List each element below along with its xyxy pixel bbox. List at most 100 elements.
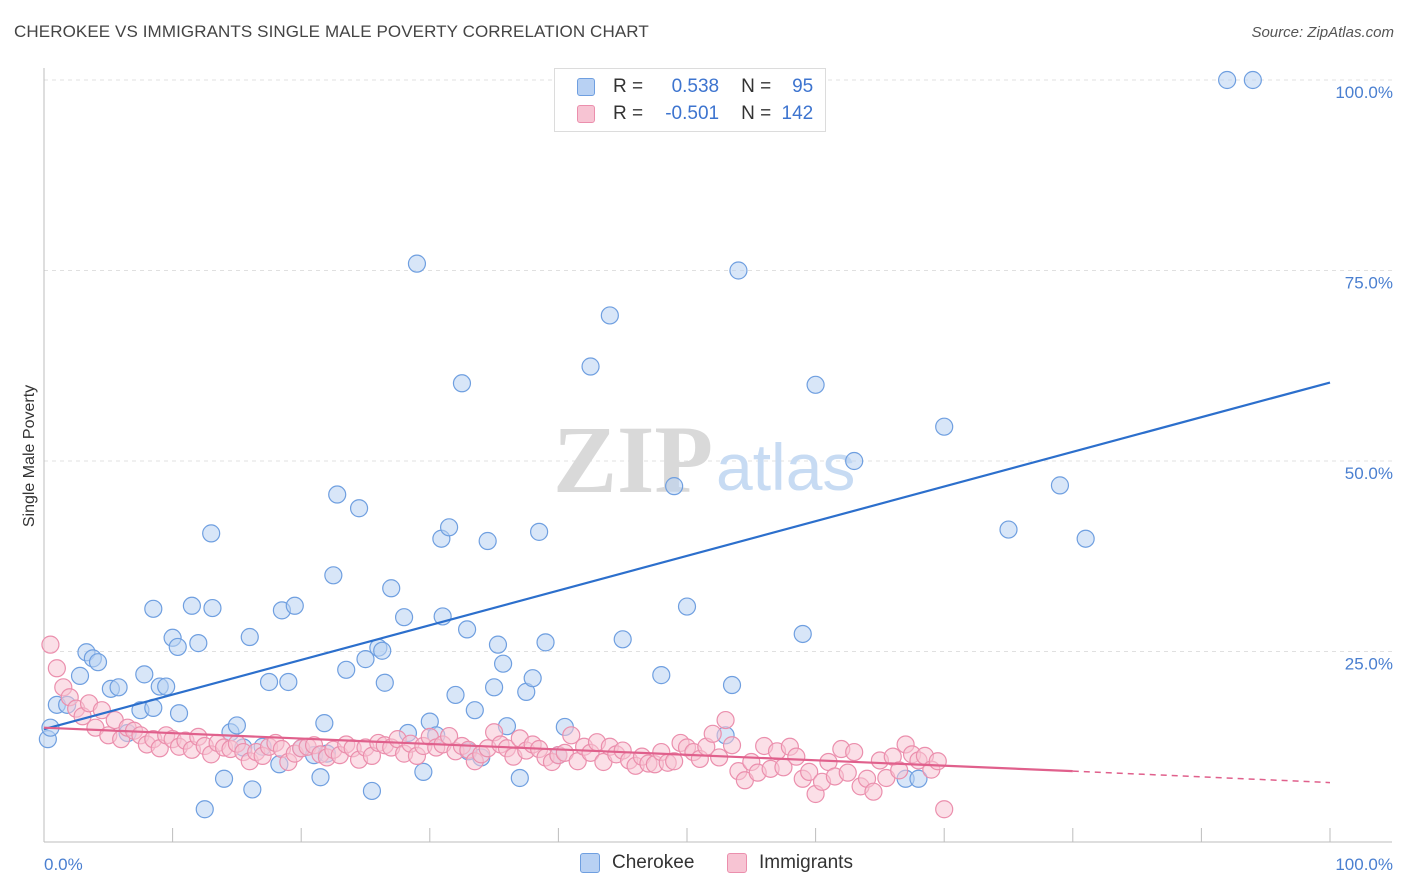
x-ticks: [43, 828, 1331, 842]
cherokee-point: [478, 531, 497, 551]
cherokee-point: [169, 704, 189, 723]
cherokee-point: [806, 375, 825, 394]
cherokee-point: [135, 665, 154, 684]
cherokee-point: [311, 768, 330, 787]
cherokee-point: [195, 800, 214, 819]
cherokee-point: [1218, 70, 1237, 90]
immigrants-legend-swatch: [727, 853, 747, 873]
cherokee-point: [729, 261, 748, 280]
immigrants-points: [41, 635, 954, 819]
cherokee-point: [793, 624, 812, 644]
cherokee-point: [202, 524, 221, 543]
immigrants-point: [838, 763, 857, 782]
x-tick-label-0: 0.0%: [44, 855, 83, 874]
cherokee-point: [328, 485, 347, 504]
cherokee-point: [935, 417, 954, 436]
immigrants-point: [800, 762, 819, 781]
cherokee-swatch: [577, 78, 595, 96]
watermark-zip: ZIP: [553, 406, 713, 513]
y-axis-label: Single Male Poverty: [21, 385, 38, 527]
legend-item-cherokee[interactable]: Cherokee: [580, 852, 694, 874]
cherokee-point: [446, 685, 465, 705]
cherokee-point: [999, 520, 1018, 539]
immigrants-point: [890, 761, 909, 780]
y-tick-label: 25.0%: [1345, 655, 1393, 674]
cherokee-point: [407, 254, 427, 273]
cherokee-point: [189, 634, 208, 653]
cherokee-point: [157, 677, 176, 696]
cherokee-point: [1076, 529, 1095, 548]
cherokee-point: [324, 566, 343, 585]
cherokee-point: [1050, 476, 1070, 495]
series-legend: Cherokee Immigrants: [0, 852, 1406, 878]
x-tick-label-100: 100.0%: [1335, 855, 1393, 874]
cherokee-point: [536, 633, 555, 652]
cherokee-point: [285, 596, 304, 615]
cherokee-point: [1243, 70, 1262, 90]
cherokee-point: [452, 374, 472, 393]
cherokee-point: [182, 596, 201, 615]
cherokee-point: [652, 666, 671, 685]
immigrants-point: [928, 752, 947, 771]
trendlines: [43, 381, 1331, 784]
immigrants-trendline-dashed: [1072, 770, 1331, 784]
cherokee-point: [494, 654, 513, 673]
legend-item-immigrants[interactable]: Immigrants: [727, 852, 853, 874]
immigrants-swatch: [577, 105, 595, 123]
grid-lines: [44, 79, 1392, 652]
cherokee-point: [279, 672, 298, 692]
cherokee-point: [227, 716, 246, 735]
y-tick-label: 75.0%: [1345, 274, 1393, 293]
y-tick-label: 50.0%: [1345, 464, 1393, 483]
y-tick-labels: 25.0% 50.0% 75.0% 100.0%: [1335, 83, 1393, 674]
cherokee-point: [203, 598, 222, 618]
cherokee-point: [168, 637, 187, 657]
immigrants-point: [845, 742, 864, 762]
cherokee-point: [530, 522, 549, 541]
cherokee-trendline: [43, 381, 1331, 731]
cherokee-point: [109, 678, 128, 697]
legend-row-immigrants: R = -0.501 N = 142: [577, 101, 813, 127]
immigrants-point: [562, 726, 581, 745]
cherokee-point: [909, 769, 928, 788]
immigrants-point: [864, 782, 883, 801]
cherokee-point: [88, 653, 108, 672]
cherokee-point: [677, 597, 697, 616]
cherokee-point: [144, 599, 163, 618]
r-label: R =: [613, 103, 644, 124]
immigrants-point: [41, 635, 60, 654]
cherokee-point: [259, 672, 279, 692]
cherokee-point: [600, 306, 619, 325]
cherokee-point: [394, 608, 414, 627]
correlation-legend: R = 0.538 N = 95 R = -0.501 N = 142: [554, 68, 826, 132]
cherokee-point: [457, 620, 477, 639]
cherokee-point: [722, 675, 742, 695]
immigrants-point: [703, 724, 722, 743]
cherokee-point: [362, 781, 382, 801]
cherokee-point: [488, 635, 508, 654]
cherokee-point: [465, 701, 484, 720]
immigrants-point: [665, 752, 684, 771]
cherokee-point: [375, 673, 394, 692]
cherokee-point: [337, 660, 356, 679]
cherokee-point: [373, 641, 392, 660]
cherokee-point: [439, 518, 459, 537]
cherokee-point: [382, 579, 401, 598]
watermark-atlas: atlas: [716, 430, 855, 504]
legend-row-cherokee: R = 0.538 N = 95: [577, 74, 813, 100]
cherokee-point: [523, 669, 542, 688]
chart-source: Source: ZipAtlas.com: [1251, 24, 1394, 41]
cherokee-r-value: 0.538: [671, 76, 720, 97]
cherokee-point: [315, 714, 334, 733]
immigrants-point: [722, 736, 742, 755]
immigrants-point: [935, 800, 954, 819]
immigrants-point: [787, 747, 806, 766]
cherokee-point: [613, 630, 632, 649]
cherokee-point: [581, 357, 600, 376]
cherokee-point: [510, 768, 529, 788]
cherokee-legend-swatch: [580, 853, 600, 873]
immigrants-n-value: 142: [781, 103, 814, 124]
cherokee-point: [356, 650, 375, 669]
n-label: N =: [741, 103, 772, 124]
